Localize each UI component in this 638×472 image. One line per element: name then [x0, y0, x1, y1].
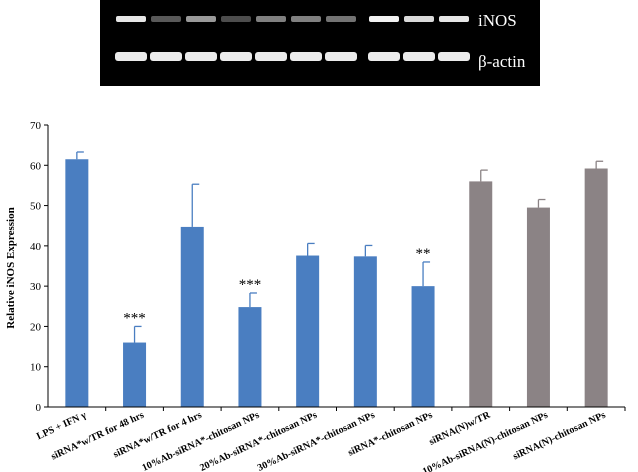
inos-band: [369, 16, 399, 22]
bar: [411, 286, 435, 407]
actin-band: [290, 52, 322, 61]
inos-band: [116, 16, 146, 22]
y-tick-label: 40: [30, 241, 42, 253]
inos-band: [221, 16, 251, 22]
bar: [123, 342, 147, 407]
bar: [353, 256, 377, 407]
inos-band: [404, 16, 434, 22]
bar: [296, 255, 320, 407]
actin-band: [368, 52, 400, 61]
inos-band-row: [116, 16, 469, 22]
blot-background: [100, 0, 540, 86]
western-blot-image: iNOS β-actin: [100, 0, 540, 86]
significance-label: **: [416, 246, 431, 262]
y-tick-label: 60: [30, 160, 42, 172]
actin-band: [403, 52, 435, 61]
y-axis: 0 10 20 30 40 50 60 70: [30, 120, 49, 414]
y-tick-label: 50: [30, 201, 42, 213]
inos-band: [186, 16, 216, 22]
y-axis-label: Relative iNOS Expression: [5, 207, 17, 328]
inos-band: [151, 16, 181, 22]
bar: [526, 207, 550, 407]
bar-series: ********: [65, 151, 608, 407]
significance-label: ***: [239, 277, 262, 293]
y-tick-label: 20: [30, 321, 42, 333]
bar: [65, 159, 89, 407]
inos-band: [291, 16, 321, 22]
x-tick-label: siRNA*w/TR for 48 hrs: [49, 410, 145, 463]
y-tick-label: 10: [30, 362, 42, 374]
actin-band: [438, 52, 470, 61]
actin-band: [185, 52, 217, 61]
actin-band-row: [115, 52, 470, 61]
y-tick-label: 0: [36, 402, 42, 414]
inos-band: [439, 16, 469, 22]
x-tick-label: siRNA(N)-chitosan NPs: [511, 410, 607, 463]
blot-label-actin: β-actin: [478, 52, 526, 71]
actin-band: [325, 52, 357, 61]
bar: [238, 307, 262, 407]
y-tick-label: 30: [30, 281, 42, 293]
y-tick-label: 70: [30, 120, 42, 132]
bar: [469, 181, 493, 407]
blot-label-inos: iNOS: [478, 11, 517, 30]
actin-band: [150, 52, 182, 61]
actin-band: [220, 52, 252, 61]
inos-band: [326, 16, 356, 22]
bar: [180, 226, 204, 407]
inos-band: [256, 16, 286, 22]
actin-band: [255, 52, 287, 61]
bar: [584, 168, 608, 407]
actin-band: [115, 52, 147, 61]
significance-label: ***: [123, 310, 146, 326]
